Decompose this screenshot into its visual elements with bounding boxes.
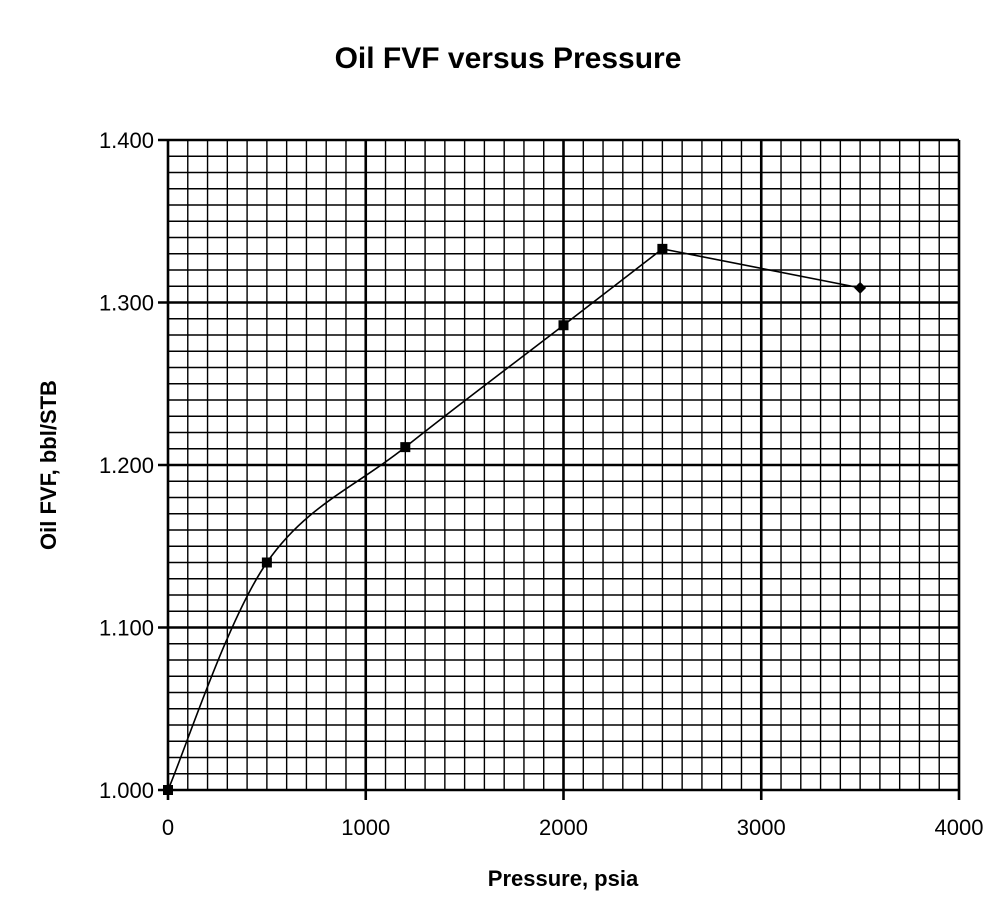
y-tick-label: 1.200 (99, 453, 154, 478)
y-tick-label: 1.100 (99, 616, 154, 641)
y-tick-label: 1.000 (99, 778, 154, 803)
data-point-square (558, 320, 569, 331)
x-tick-label: 3000 (737, 815, 786, 840)
data-point-square (163, 785, 173, 795)
chart-title: Oil FVF versus Pressure (335, 42, 682, 75)
x-tick-label: 1000 (341, 815, 390, 840)
grid (158, 138, 961, 800)
x-axis-label: Pressure, psia (488, 866, 639, 891)
y-axis-label: Oil FVF, bbl/STB (36, 380, 61, 550)
x-tick-label: 0 (162, 815, 174, 840)
data-point-diamond (854, 281, 867, 294)
y-tick-label: 1.300 (99, 291, 154, 316)
series-line-1 (662, 248, 861, 289)
series-group (163, 243, 867, 795)
x-tick-label: 4000 (935, 815, 984, 840)
data-point-square (261, 557, 272, 568)
series-line-0 (167, 248, 663, 791)
x-tick-label: 2000 (539, 815, 588, 840)
y-tick-label: 1.400 (99, 128, 154, 153)
data-point-square (400, 442, 411, 453)
tick-labels: 0 1000 2000 3000 4000 1.000 1.100 1.200 1.300 1.4… (99, 128, 984, 840)
